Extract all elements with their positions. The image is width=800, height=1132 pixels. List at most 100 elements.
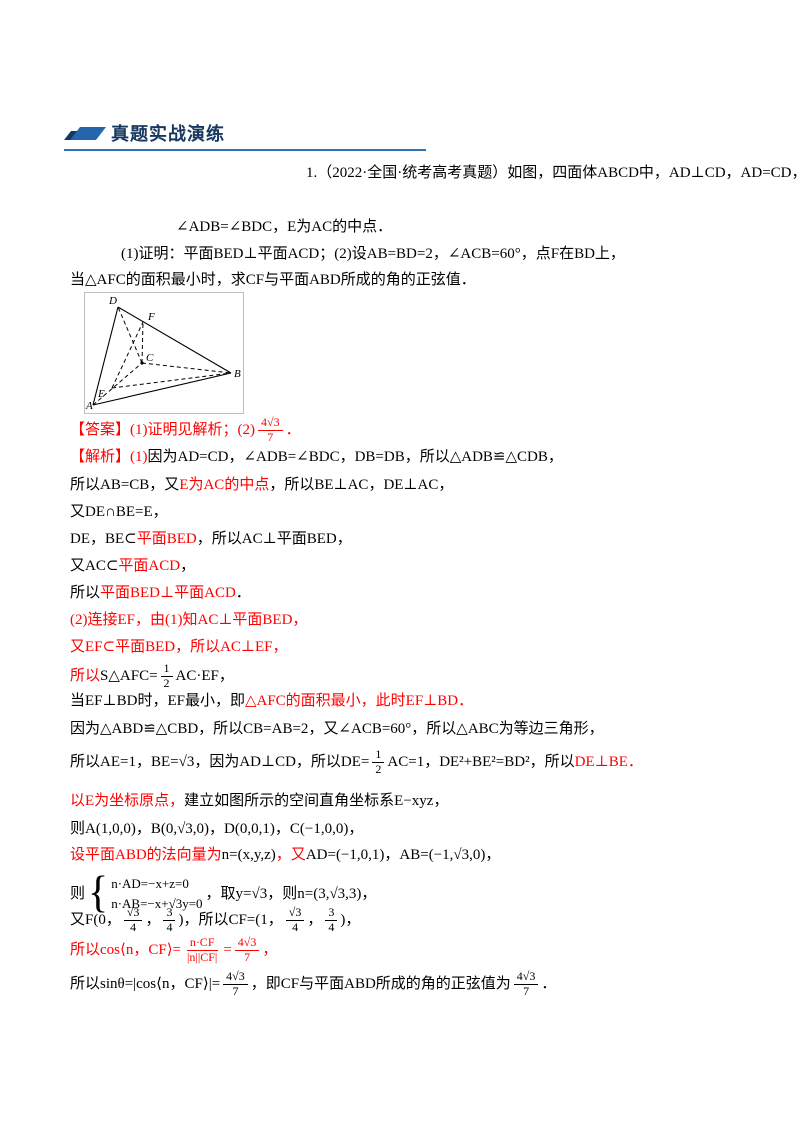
text-segment: 因为AD=CD，∠ADB=∠BDC，DB=DB，所以△ADB≌△CDB，	[147, 449, 563, 465]
text-segment: ．	[541, 976, 557, 993]
text-segment: 又F(0，	[70, 912, 121, 929]
solution-line: 又DE∩BE=E，	[70, 501, 168, 523]
fraction: 4√3 7	[223, 969, 248, 999]
text-segment: ，	[262, 942, 278, 959]
text-segment: ，即CF与平面ABD所成的角的正弦值为	[250, 976, 511, 993]
solution-line: 又EF⊂平面BED，所以AC⊥EF，	[70, 636, 288, 658]
fraction-denominator: 2	[375, 761, 382, 776]
text-segment: 当△AFC的面积最小时，求CF与平面ABD所成的角的正弦值．	[70, 272, 476, 288]
solution-line: 设平面ABD的法向量为 n=(x,y,z) ，又 AD=(−1,0,1)，AB=(−1…	[70, 844, 500, 866]
solution-line: 又AC⊂ 平面ACD，	[70, 555, 195, 577]
text-segment: ．	[235, 585, 251, 601]
solution-line: 【答案】(1)证明见解析；(2) 4√3 7 ．	[70, 415, 301, 445]
text-segment: ，	[180, 558, 196, 574]
text-segment: 则	[70, 885, 86, 902]
text-segment: ，所以BE⊥AC，DE⊥AC，	[269, 477, 454, 493]
fraction-numerator: 4√3	[513, 969, 539, 985]
text-segment: 平面BED⊥平面ACD	[100, 585, 236, 601]
text-segment: 【答案】(1)证明见解析；(2)	[70, 422, 255, 439]
fraction-numerator: 4√3	[234, 935, 260, 951]
section-header: 真题实战演练	[64, 120, 426, 151]
text-segment: 当EF⊥BD时，EF最小，即	[70, 693, 245, 709]
text-segment: 建立如图所示的空间直角坐标系E−xyz，	[184, 793, 449, 809]
fraction: √3 4	[285, 905, 305, 935]
fraction-numerator: √3	[285, 905, 305, 921]
text-segment: E为AC的中点	[179, 477, 270, 493]
text-segment: ，	[145, 912, 161, 929]
solution-line: 又F(0， √3 4， 3 4)，所以CF=(1， √3 4， 3 4)，	[70, 905, 361, 935]
solution-line: 【解析】(1) 因为AD=CD，∠ADB=∠BDC，DB=DB，所以△ADB≌△C…	[70, 446, 563, 468]
section-title: 真题实战演练	[111, 124, 225, 144]
fraction-denominator: 2	[163, 675, 170, 690]
text-segment: 又AC⊂	[70, 558, 119, 574]
text-segment: ．	[285, 422, 301, 439]
cases-row: n·AB=−x+√3y=0	[111, 895, 203, 911]
fraction-denominator: 4	[292, 919, 299, 934]
solution-line: 所以 平面BED⊥平面ACD ．	[70, 582, 251, 604]
text-segment: ∠ADB=∠BDC，E为AC的中点．	[176, 219, 393, 235]
text-segment: 所以sinθ=|cos⟨n，CF⟩|=	[70, 976, 221, 993]
text-segment: ，又	[275, 847, 306, 863]
text-segment: 平面BED	[136, 531, 197, 547]
text-segment: 所以	[70, 668, 101, 685]
vertex-label-c: C	[146, 352, 154, 364]
text-segment: DE，BE⊂	[70, 531, 137, 547]
solution-line: 所以 S△AFC= 1 2 AC·EF，	[70, 661, 234, 691]
fraction-denominator: 4	[130, 919, 137, 934]
fraction: n·CF |n||CF|	[184, 935, 220, 965]
text-segment: 所以AB=CB，又	[70, 477, 180, 493]
fraction-denominator: 7	[244, 949, 251, 964]
text-segment: ，	[307, 912, 323, 929]
fraction-denominator: 7	[523, 983, 530, 998]
text-segment: ，所以AC⊥平面BED，	[196, 531, 352, 547]
text-segment: 又DE∩BE=E，	[70, 504, 168, 520]
fraction-numerator: 1	[160, 661, 173, 677]
solution-line: 则A(1,0,0)，B(0,√3,0)，D(0,0,1)，C(−1,0,0)，	[70, 818, 363, 840]
vertex-label-b: B	[234, 368, 241, 380]
equation-cases: {n·AD=−x+z=0 n·AB=−x+√3y=0	[88, 868, 203, 917]
text-segment: 以E为坐标原点，	[70, 793, 185, 809]
fraction-denominator: |n||CF|	[187, 949, 218, 964]
fraction: 4√3 7	[257, 415, 283, 445]
text-segment: (2)连接EF，由(1)知AC⊥平面BED，	[70, 612, 308, 628]
fraction-denominator: 7	[232, 983, 239, 998]
solution-line: 以E为坐标原点， 建立如图所示的空间直角坐标系E−xyz，	[70, 790, 448, 812]
fraction-numerator: 3	[163, 905, 176, 921]
text-segment: AD=(−1,0,1)，AB=(−1,√3,0)，	[305, 847, 501, 863]
text-segment: 平面ACD	[118, 558, 181, 574]
text-segment: AC·EF，	[175, 668, 234, 685]
fraction: 4√3 7	[234, 935, 260, 965]
banner-flag-icon	[64, 127, 106, 140]
geometry-figure: D F C B E A	[84, 292, 244, 414]
fraction-numerator: n·CF	[186, 935, 218, 951]
fraction-numerator: 4√3	[257, 415, 283, 431]
text-segment: △AFC的面积最小，此时EF⊥BD．	[244, 693, 474, 709]
text-segment: (1)证明：平面BED⊥平面ACD；(2)设AB=BD=2，∠ACB=60°，点…	[121, 246, 625, 262]
cases-row: n·AD=−x+z=0	[111, 876, 189, 891]
point-c-dot	[140, 361, 144, 365]
solution-line: DE，BE⊂ 平面BED ，所以AC⊥平面BED，	[70, 528, 352, 550]
text-segment: 又EF⊂平面BED，所以AC⊥EF，	[70, 639, 288, 655]
fraction-denominator: 4	[328, 919, 335, 934]
solution-line: 则{n·AD=−x+z=0 n·AB=−x+√3y=0 ，取y=√3，则n=(3,√…	[70, 868, 377, 917]
text-segment: 则A(1,0,0)，B(0,√3,0)，D(0,0,1)，C(−1,0,0)，	[70, 821, 364, 837]
fraction-denominator: 4	[166, 919, 173, 934]
text-segment: 所以cos⟨n，CF⟩=	[70, 942, 182, 959]
vertex-label-e: E	[97, 388, 105, 400]
text-segment: DE⊥BE．	[574, 754, 643, 771]
text-segment: =	[223, 942, 232, 959]
fraction: √3 4	[123, 905, 143, 935]
problem-line: 1.（2022·全国·统考高考真题）如图，四面体ABCD中，AD⊥CD，AD=C…	[306, 162, 800, 184]
text-segment: ，取y=√3，则n=(3,√3,3)，	[205, 885, 377, 902]
vertex-label-d: D	[108, 295, 117, 307]
solution-line: 所以sinθ=|cos⟨n，CF⟩|= 4√3 7 ，即CF与平面ABD所成的角的正弦…	[70, 969, 557, 999]
text-segment: )，	[340, 912, 361, 929]
fraction-numerator: 4√3	[223, 969, 248, 985]
cases-brace: {	[88, 868, 109, 917]
solution-line: 所以AB=CB，又 E为AC的中点 ，所以BE⊥AC，DE⊥AC，	[70, 474, 453, 496]
text-segment: 所以	[70, 585, 101, 601]
solution-line: 当EF⊥BD时，EF最小，即 △AFC的面积最小，此时EF⊥BD．	[70, 690, 473, 712]
